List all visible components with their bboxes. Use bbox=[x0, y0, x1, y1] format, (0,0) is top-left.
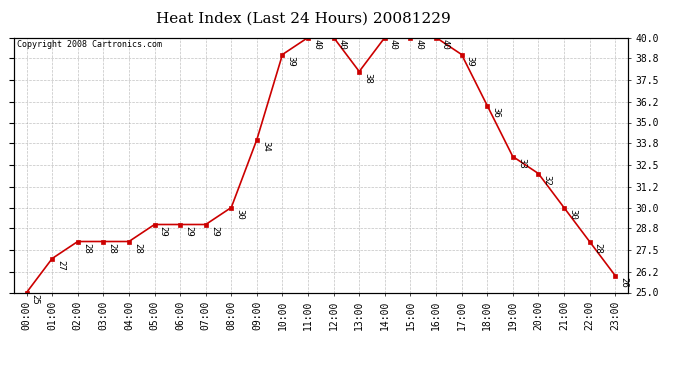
Text: 39: 39 bbox=[286, 56, 295, 67]
Text: 38: 38 bbox=[364, 73, 373, 84]
Text: 28: 28 bbox=[593, 243, 602, 254]
Text: 27: 27 bbox=[57, 260, 66, 271]
Text: 28: 28 bbox=[82, 243, 91, 254]
Text: 30: 30 bbox=[568, 209, 577, 220]
Text: 34: 34 bbox=[261, 141, 270, 152]
Text: 40: 40 bbox=[415, 39, 424, 50]
Text: 40: 40 bbox=[389, 39, 398, 50]
Text: 26: 26 bbox=[619, 277, 629, 288]
Text: 32: 32 bbox=[542, 175, 551, 186]
Text: 29: 29 bbox=[184, 226, 193, 237]
Text: 25: 25 bbox=[31, 294, 40, 304]
Text: Copyright 2008 Cartronics.com: Copyright 2008 Cartronics.com bbox=[17, 40, 162, 49]
Text: 29: 29 bbox=[159, 226, 168, 237]
Text: 36: 36 bbox=[491, 107, 500, 118]
Text: 39: 39 bbox=[466, 56, 475, 67]
Text: 29: 29 bbox=[210, 226, 219, 237]
Text: 40: 40 bbox=[312, 39, 322, 50]
Text: 28: 28 bbox=[108, 243, 117, 254]
Text: 40: 40 bbox=[440, 39, 449, 50]
Text: 28: 28 bbox=[133, 243, 142, 254]
Text: 33: 33 bbox=[517, 158, 526, 169]
Text: Heat Index (Last 24 Hours) 20081229: Heat Index (Last 24 Hours) 20081229 bbox=[156, 11, 451, 25]
Text: 40: 40 bbox=[338, 39, 347, 50]
Text: 30: 30 bbox=[235, 209, 244, 220]
